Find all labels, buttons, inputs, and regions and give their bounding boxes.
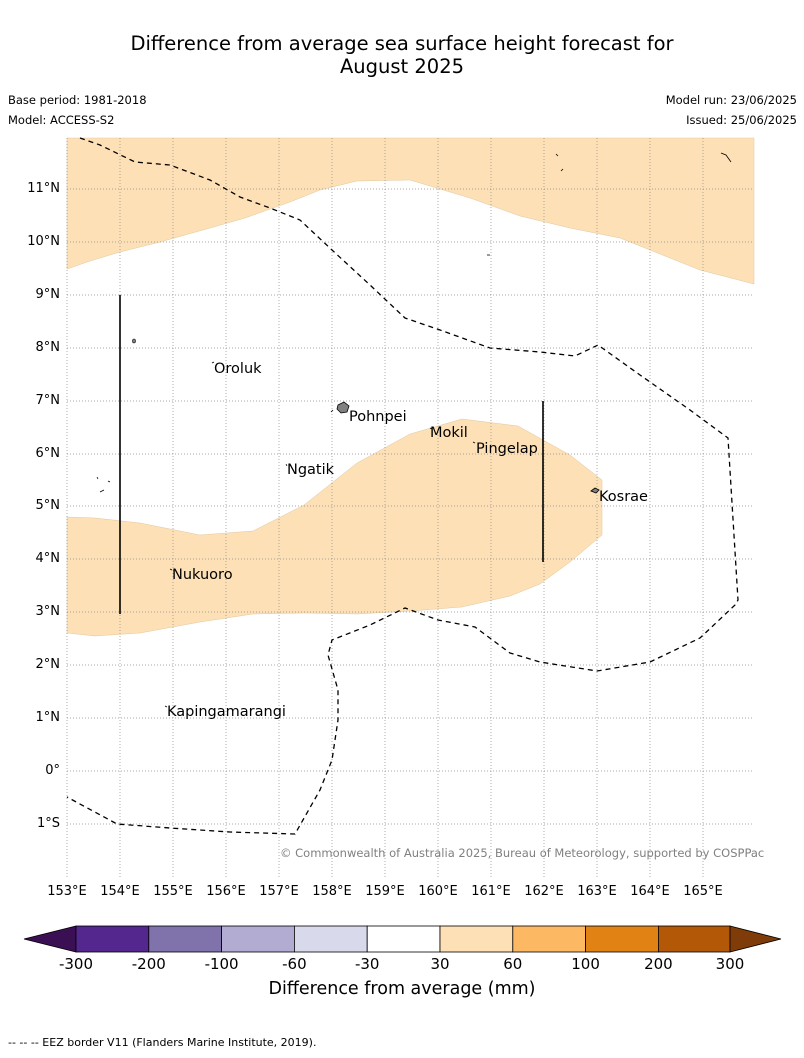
lat-label-1n: 1°N [35, 710, 61, 725]
lon-label-155e: 155°E [153, 884, 193, 899]
lat-label-8n: 8°N [35, 340, 61, 355]
lon-label-162e: 162°E [524, 884, 564, 899]
lon-label-158e: 158°E [312, 884, 352, 899]
base-period-text: Base period: 1981-2018 [8, 93, 147, 107]
lon-label-161e: 161°E [471, 884, 511, 899]
small-island-west [132, 338, 136, 344]
lon-label-154e: 154°E [100, 884, 140, 899]
colorbar-tick-2: -200 [131, 955, 166, 973]
place-label-mokil: Mokil [430, 425, 468, 441]
lat-label-3n: 3°N [35, 604, 61, 619]
anomaly-region-north [66, 137, 755, 285]
model-text: Model: ACCESS-S2 [8, 113, 115, 127]
lat-label-2n: 2°N [35, 657, 61, 672]
place-label-kosrae: Kosrae [599, 489, 648, 505]
colorbar-extend-low [23, 925, 77, 953]
anomaly-region-central [66, 418, 603, 637]
place-label-kapingamarangi: Kapingamarangi [167, 704, 286, 720]
place-label-oroluk: Oroluk [214, 361, 262, 377]
colorbar-swatch-8 [585, 925, 659, 953]
colorbar-tick-3: -100 [204, 955, 239, 973]
colorbar-swatch-4 [293, 925, 368, 953]
lon-label-165e: 165°E [683, 884, 723, 899]
map-title: Difference from average sea surface heig… [0, 32, 804, 78]
lon-label-159e: 159°E [365, 884, 405, 899]
title-line-1: Difference from average sea surface heig… [130, 32, 674, 55]
lon-label-157e: 157°E [259, 884, 299, 899]
place-label-pingelap: Pingelap [476, 441, 538, 457]
colorbar [23, 925, 782, 953]
lon-label-163e: 163°E [577, 884, 617, 899]
colorbar-swatch-6 [439, 925, 514, 953]
eez-border [66, 137, 739, 835]
atoll-markers [96, 152, 732, 708]
lat-label-7n: 7°N [35, 393, 61, 408]
colorbar-tick-10: 300 [715, 955, 745, 973]
colorbar-tick-7: 60 [503, 955, 523, 973]
colorbar-tick-1: -300 [58, 955, 94, 973]
pohnpei-island [336, 401, 350, 414]
place-label-pohnpei: Pohnpei [349, 409, 407, 425]
colorbar-extend-high [729, 925, 782, 953]
eez-footnote: -- -- -- EEZ border V11 (Flanders Marine… [8, 1036, 317, 1049]
model-run-text: Model run: 23/06/2025 [665, 93, 797, 107]
place-label-nukuoro: Nukuoro [172, 567, 233, 583]
title-line-2: August 2025 [339, 55, 465, 78]
lat-label-0: 0° [45, 763, 60, 778]
lat-label-4n: 4°N [35, 551, 61, 566]
lat-label-9n: 9°N [35, 287, 61, 302]
grid-lines [66, 138, 754, 877]
lat-label-10n: 10°N [27, 234, 60, 249]
lon-label-164e: 164°E [630, 884, 670, 899]
lon-label-153e: 153°E [47, 884, 87, 899]
place-label-ngatik: Ngatik [287, 462, 335, 478]
colorbar-tick-4: -60 [282, 955, 307, 973]
issued-text: Issued: 25/06/2025 [686, 113, 797, 127]
lat-label-5n: 5°N [35, 498, 61, 513]
lon-label-156e: 156°E [206, 884, 246, 899]
lat-label-11n: 11°N [27, 181, 60, 196]
colorbar-tick-6: 30 [430, 955, 450, 973]
lat-label-6n: 6°N [35, 446, 61, 461]
copyright-text: © Commonwealth of Australia 2025, Bureau… [280, 846, 765, 860]
colorbar-label: Difference from average (mm) [268, 979, 536, 999]
colorbar-swatch-1 [75, 925, 150, 953]
colorbar-swatch-3 [221, 925, 295, 953]
colorbar-swatch-2 [148, 925, 223, 953]
lon-label-160e: 160°E [418, 884, 458, 899]
colorbar-swatch-5 [366, 925, 441, 953]
colorbar-swatch-7 [512, 925, 586, 953]
colorbar-swatch-9 [658, 925, 731, 953]
colorbar-tick-5: -30 [354, 955, 380, 973]
lat-label-1s: 1°S [36, 816, 60, 831]
colorbar-tick-8: 100 [571, 955, 600, 973]
kosrae-island [590, 487, 600, 494]
colorbar-tick-9: 200 [644, 955, 673, 973]
